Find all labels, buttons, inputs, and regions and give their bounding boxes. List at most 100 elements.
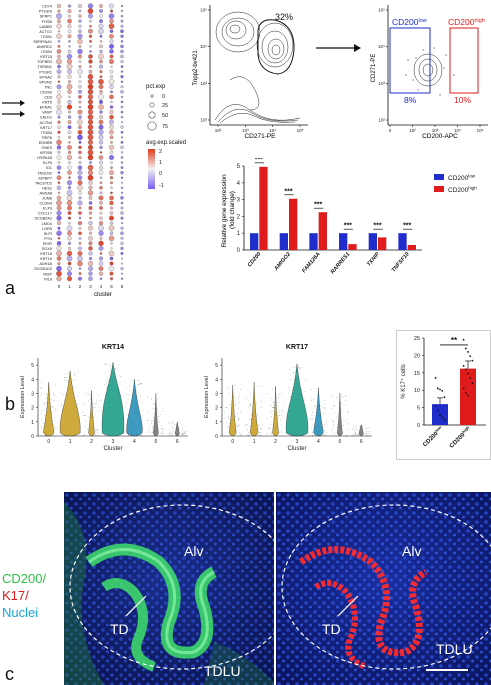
violin-point (181, 429, 183, 430)
dotplot-dot (57, 262, 61, 266)
facs-xtick: 10⁴ (454, 128, 461, 133)
violin-point (300, 368, 301, 370)
dotplot-gene-label: CNKS (41, 146, 52, 150)
violin-point (140, 383, 142, 385)
violin-point (224, 418, 226, 419)
dotplot-dot (67, 271, 72, 277)
violin-point (345, 435, 347, 437)
dotplot-dot (67, 69, 72, 75)
dotplot-dot (109, 114, 114, 120)
facs-plot-1: 32% CD271-PE Tnpp2-bv421 10² 10³ 10⁴ 10⁵ 10… (193, 5, 308, 140)
violin-point (84, 415, 85, 417)
dotplot-dot (98, 119, 104, 125)
violin-point (114, 368, 116, 370)
dotplot-dot (77, 38, 83, 44)
dotplot-gene-label: ADH1B (39, 262, 52, 266)
violin-point (357, 435, 358, 437)
stain-legend: CD200/ K17/ Nuclei (2, 570, 64, 621)
k17-category-label: CD200high (448, 424, 473, 449)
dotplot-dot (120, 121, 124, 124)
dotplot-dot (99, 201, 103, 205)
dotplot-dot (87, 260, 94, 267)
dotplot-dot (78, 211, 82, 215)
violin-point (267, 427, 269, 429)
violin-ytick: 2 (31, 406, 34, 412)
violin-point (332, 420, 334, 422)
dotplot-dot (67, 230, 72, 236)
violin-point (346, 420, 348, 421)
dotplot-gene-label: EDNRB (39, 141, 53, 145)
dotplot-dot (88, 271, 93, 276)
violin-point (294, 370, 296, 372)
dotplot-dot (77, 260, 83, 267)
dotplot-dot (77, 170, 83, 176)
violin-point (365, 424, 367, 426)
facs-ytick: 10⁴ (200, 44, 207, 49)
dotplot-gene-label: ACTG1 (39, 30, 52, 34)
dotplot-dot (78, 75, 82, 78)
dotplot-gene-label: ITGB4 (41, 131, 52, 135)
violin-point (73, 373, 75, 374)
dotplot-dot (87, 154, 94, 161)
dotplot-gene-label: PTN (44, 237, 52, 241)
violin-point (248, 407, 250, 409)
dotplot-dot (66, 180, 73, 186)
dotplot-dot (88, 34, 93, 38)
violin-point (279, 394, 280, 396)
violin-point (345, 399, 347, 401)
violin-point (367, 427, 369, 429)
violin-point (130, 386, 131, 388)
dotplot-dot (56, 241, 62, 246)
violin-point (109, 365, 111, 367)
dotplot-dot (120, 4, 124, 8)
violin-point (95, 434, 96, 436)
facs2-pct-high: 10% (454, 95, 471, 105)
dotplot-dot (78, 206, 82, 210)
violin-point (184, 432, 186, 434)
violin-point (97, 411, 99, 413)
violin-point (147, 420, 148, 422)
violin-point (273, 407, 275, 409)
dotplot-dot (109, 135, 114, 140)
dotplot-cluster-label: 1 (68, 284, 71, 289)
violin-point (171, 426, 173, 428)
dotplot-gene-label: JUNB (42, 197, 52, 201)
dotplot-dot (68, 141, 71, 144)
dotplot-gene-label: EPHA2 (40, 75, 52, 79)
dotplot-dot (87, 170, 94, 176)
violin-point (136, 389, 137, 391)
violin-point (310, 418, 312, 420)
violin-ytick: 2 (215, 406, 218, 412)
dotplot-dot (78, 241, 82, 245)
dotplot-dot (108, 13, 115, 19)
violin-point (288, 387, 290, 388)
violin-point (107, 370, 109, 372)
violin-point (41, 387, 42, 389)
dotplot-gene-label: CXCL17 (38, 212, 52, 216)
legend-label-high: CD200high (448, 186, 477, 195)
violin-point (236, 425, 238, 427)
dotplot-dot (67, 120, 72, 125)
dotplot-dot (56, 165, 62, 170)
violin-point (98, 395, 99, 396)
violin-point (147, 396, 149, 398)
violin-shape (59, 370, 81, 437)
dotplot-dot (98, 266, 104, 271)
violin-point (337, 427, 338, 428)
facs2-ylabel: CD271-PE (371, 54, 377, 83)
violin-point (54, 417, 56, 419)
violin-point (52, 406, 53, 408)
violin-point (282, 428, 283, 430)
dotplot-dot (78, 236, 82, 240)
violin-point (171, 433, 173, 434)
gx-ytick: 5 (237, 164, 241, 170)
dotplot-dot (120, 29, 124, 34)
facs-ytick: 10⁵ (200, 8, 207, 13)
dotplot-gene-label: CD74 (42, 5, 52, 9)
dotplot-dot (99, 160, 103, 165)
violin-point (266, 392, 268, 394)
dotplot-dot (109, 256, 114, 261)
stain-label-nuclei: Nuclei (2, 605, 39, 620)
dotplot-dot (98, 94, 104, 100)
violin-point (247, 399, 249, 401)
